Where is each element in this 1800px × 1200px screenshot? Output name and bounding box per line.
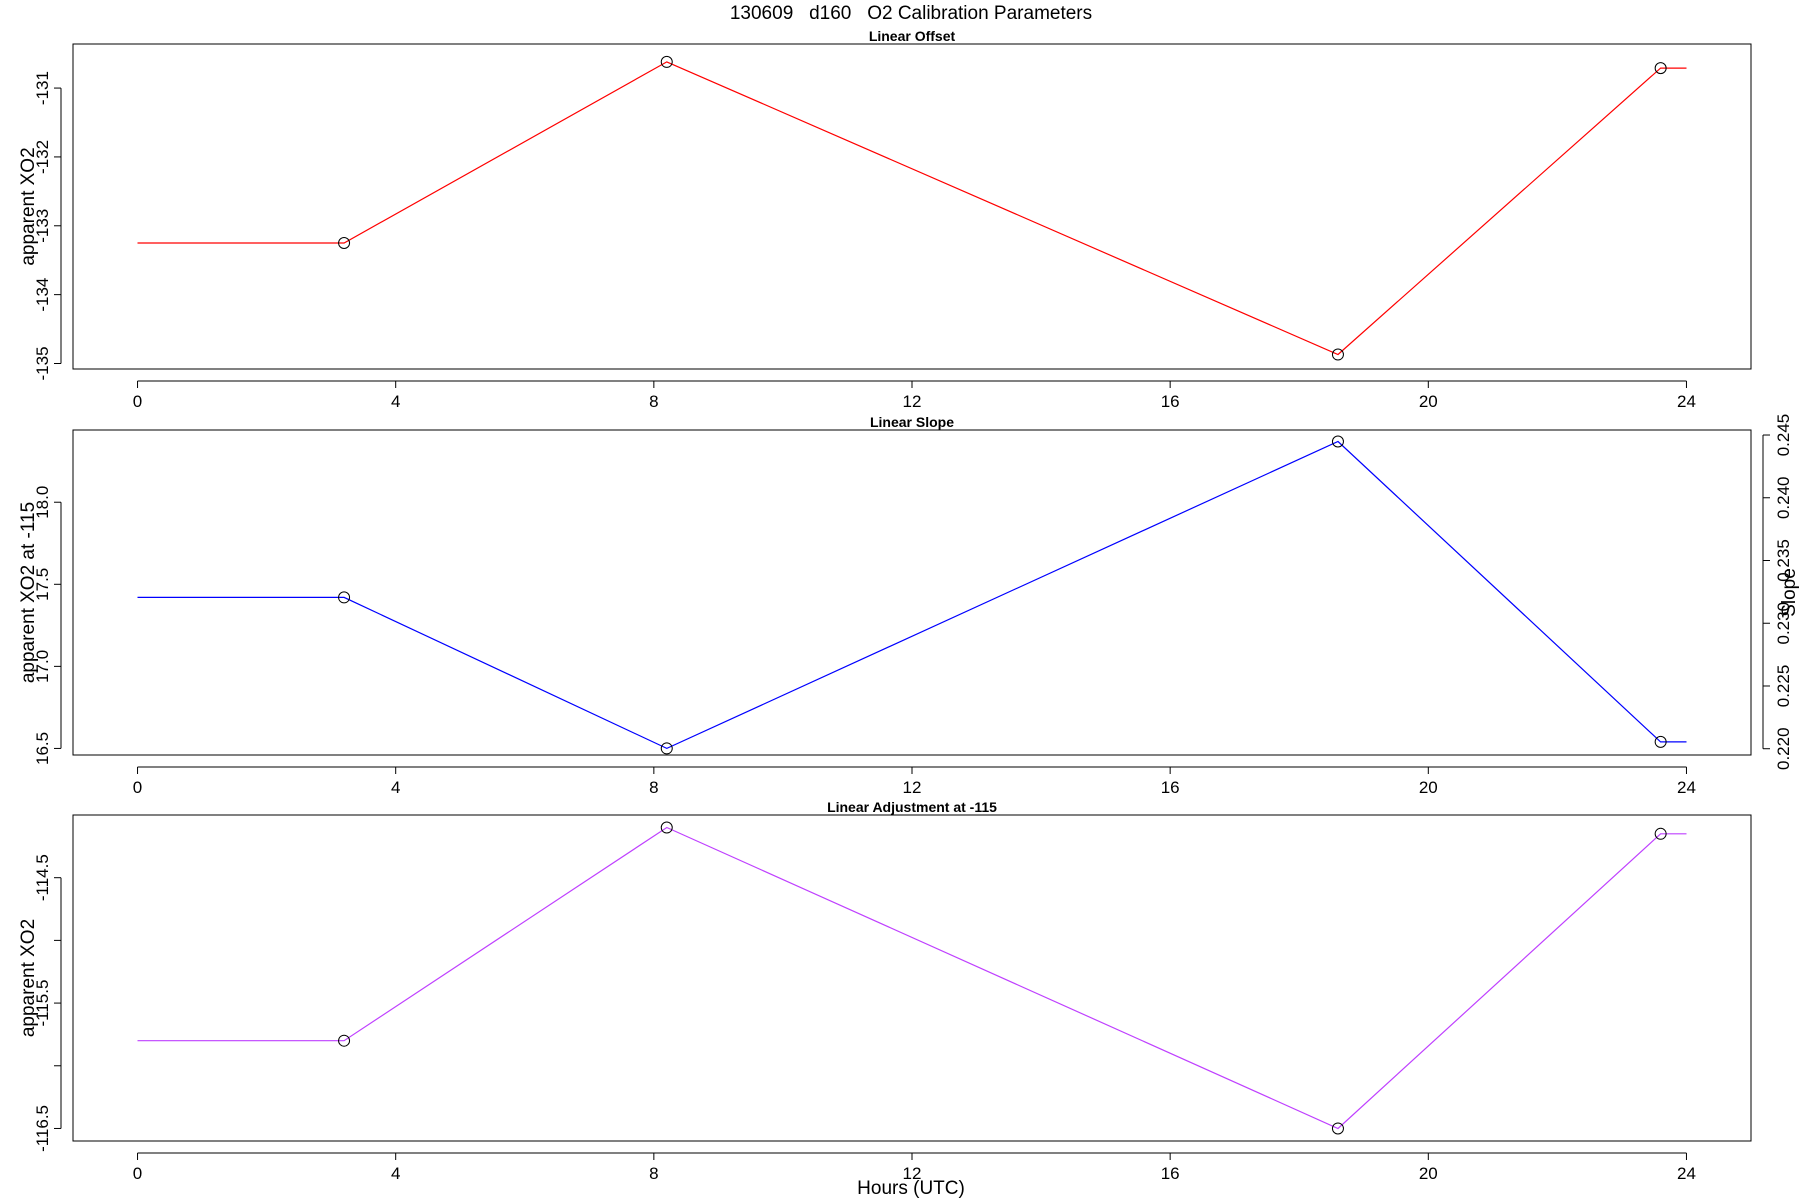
x-tick-label: 16 [1161, 778, 1180, 797]
y-tick-label: 16.5 [33, 732, 52, 765]
x-tick-label: 12 [903, 1164, 922, 1183]
y-tick-label: -135 [33, 346, 52, 380]
data-point [338, 591, 351, 604]
x-tick-label: 16 [1161, 392, 1180, 411]
y-tick-label: -114.5 [33, 854, 52, 901]
y-tick-label: 17.0 [33, 650, 52, 683]
plot-frame [72, 429, 1752, 756]
x-tick-label: 24 [1677, 392, 1696, 411]
y-tick-label: -134 [33, 278, 52, 312]
data-point [660, 742, 673, 755]
y2-tick-label: 0.245 [1774, 414, 1793, 457]
panel-title: Linear Adjustment at -115 [827, 799, 997, 815]
y-tick-label: -132 [33, 140, 52, 174]
y2-tick-label: 0.225 [1774, 665, 1793, 708]
x-tick-label: 24 [1677, 1164, 1696, 1183]
y-tick-label: -116.5 [33, 1105, 52, 1152]
x-tick-label: 4 [391, 1164, 400, 1183]
panel-linear-adjustment: Linear Adjustment at -115 0 4 8 12 16 20 24 -116… [18, 799, 1752, 1183]
y-axis-label: apparent XO2 at -115 [18, 502, 39, 683]
series-line [137, 826, 1687, 1130]
x-tick-label: 20 [1419, 778, 1438, 797]
x-tick-label: 16 [1161, 1164, 1180, 1183]
data-point [1331, 1122, 1344, 1135]
y-tick-label: -133 [33, 209, 52, 243]
y2-tick-label: 0.235 [1774, 539, 1793, 582]
x-tick-label: 0 [133, 392, 142, 411]
x-axis-label: Hours (UTC) [857, 1178, 965, 1199]
y2-tick-label: 0.230 [1774, 602, 1793, 645]
x-tick-label: 4 [391, 392, 400, 411]
y-tick-label: 17.5 [33, 568, 52, 601]
data-point [338, 1034, 351, 1047]
figure-title: 130609 d160 O2 Calibration Parameters [730, 3, 1092, 24]
x-tick-label: 20 [1419, 1164, 1438, 1183]
x-tick-label: 8 [649, 1164, 658, 1183]
y-tick-label: -115.5 [33, 980, 52, 1027]
data-point [1331, 435, 1344, 448]
x-tick-label: 24 [1677, 778, 1696, 797]
y2-tick-label: 0.220 [1774, 727, 1793, 770]
panel-title: Linear Offset [869, 28, 956, 44]
series-line [137, 440, 1687, 750]
x-tick-label: 20 [1419, 392, 1438, 411]
data-point [660, 55, 673, 68]
y-tick-label: -131 [33, 71, 52, 105]
panel-linear-offset: Linear Offset 0 4 8 12 16 20 24 -135 -134 -133 -132… [18, 28, 1752, 411]
data-point [338, 236, 351, 249]
y-axis-label: apparent XO2 [18, 147, 39, 265]
x-tick-label: 8 [649, 392, 658, 411]
y2-tick-label: 0.240 [1774, 476, 1793, 519]
panel-linear-slope: Linear Slope 0 4 8 12 16 20 24 16.5 17.0 17.5 18.0a… [18, 414, 1800, 797]
data-point [660, 821, 673, 834]
panel-title: Linear Slope [870, 414, 954, 430]
y2-axis-label: Slope [1779, 568, 1800, 617]
plot-frame [72, 43, 1752, 370]
y-tick-label: 18.0 [33, 486, 52, 519]
data-point [1654, 827, 1667, 840]
plot-frame [72, 814, 1752, 1142]
data-point [1331, 348, 1344, 361]
data-point [1654, 62, 1667, 75]
x-tick-label: 12 [903, 392, 922, 411]
y-axis-label: apparent XO2 [18, 919, 39, 1037]
series-line [137, 61, 1687, 356]
x-tick-label: 0 [133, 1164, 142, 1183]
data-point [1654, 735, 1667, 748]
x-tick-label: 0 [133, 778, 142, 797]
x-tick-label: 8 [649, 778, 658, 797]
x-tick-label: 12 [903, 778, 922, 797]
x-tick-label: 4 [391, 778, 400, 797]
